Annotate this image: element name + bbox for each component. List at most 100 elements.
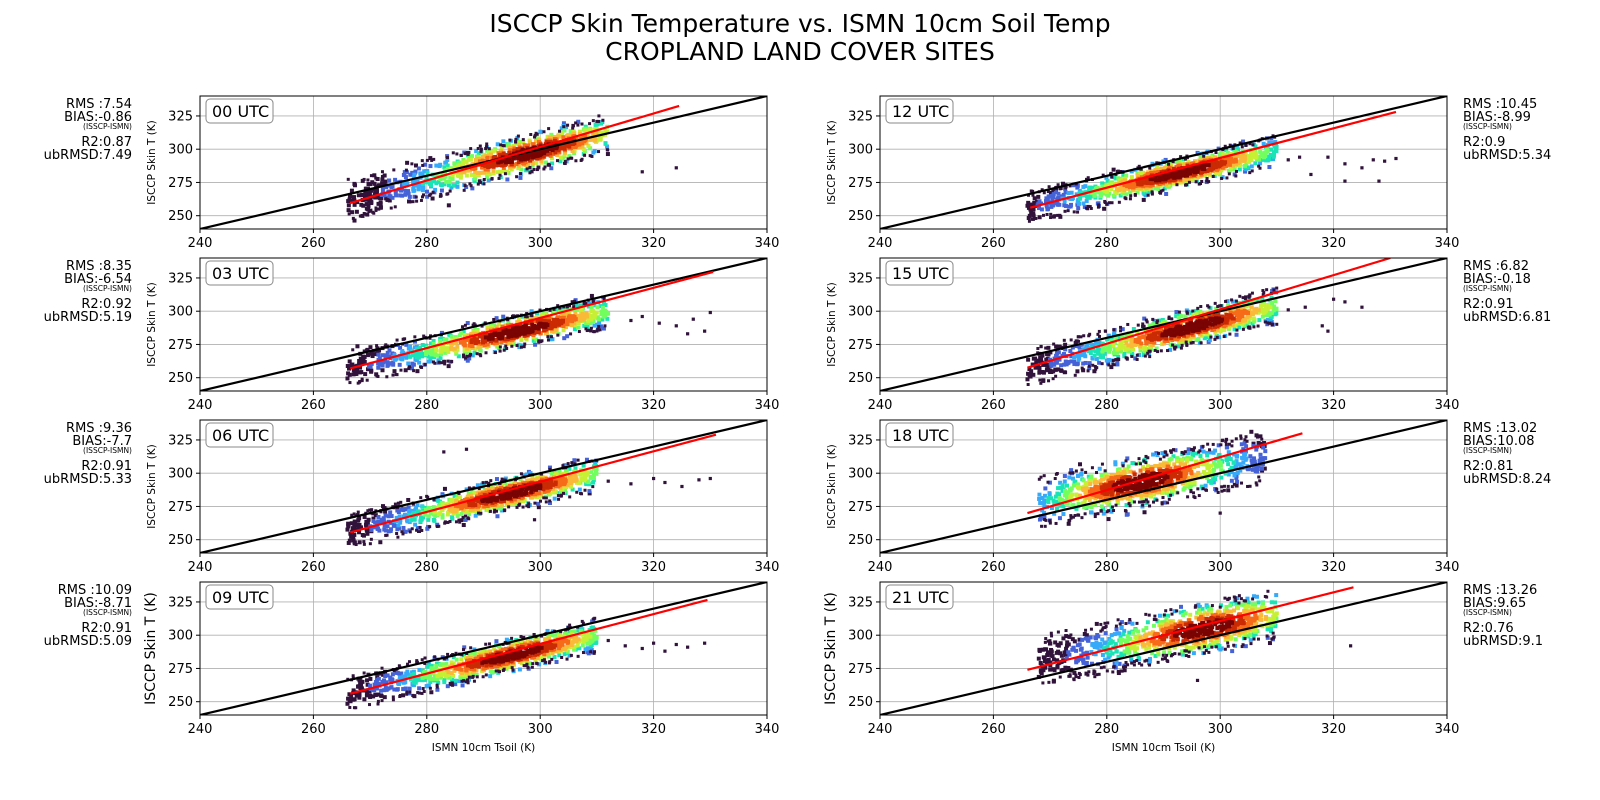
density-point xyxy=(569,653,573,657)
density-point xyxy=(346,540,351,545)
density-point xyxy=(445,684,450,689)
density-point xyxy=(459,331,464,336)
density-point xyxy=(369,528,374,533)
density-point xyxy=(372,173,377,178)
plot-area xyxy=(880,96,1447,229)
density-point xyxy=(458,669,463,674)
density-point xyxy=(572,131,577,136)
density-point xyxy=(562,652,567,657)
density-point xyxy=(509,483,514,488)
density-point xyxy=(1037,199,1042,204)
density-point xyxy=(1050,197,1055,202)
density-point xyxy=(461,516,465,520)
x-tick-label: 320 xyxy=(641,722,666,737)
density-point xyxy=(360,532,365,537)
density-point xyxy=(541,154,546,159)
density-point xyxy=(508,165,513,170)
density-point xyxy=(547,644,552,649)
density-point xyxy=(1036,194,1041,199)
density-point xyxy=(549,479,554,484)
density-point xyxy=(360,213,365,218)
density-point xyxy=(463,517,468,522)
density-point xyxy=(493,351,497,355)
density-point xyxy=(390,184,395,189)
density-point xyxy=(390,195,395,200)
density-point xyxy=(451,498,456,503)
density-point xyxy=(486,153,491,158)
density-point xyxy=(373,692,378,697)
density-point xyxy=(1189,174,1194,179)
density-point xyxy=(357,690,362,695)
density-point xyxy=(1051,201,1056,206)
density-point xyxy=(547,316,552,321)
density-point xyxy=(589,470,594,475)
density-point xyxy=(421,181,426,186)
figure-title: ISCCP Skin Temperature vs. ISMN 10cm Soi… xyxy=(0,10,1600,66)
density-point xyxy=(355,344,360,349)
density-point xyxy=(480,164,485,169)
density-point xyxy=(369,174,373,178)
density-point xyxy=(387,348,392,353)
density-point xyxy=(1217,152,1222,157)
density-point xyxy=(496,322,501,327)
density-point xyxy=(528,495,533,500)
density-point xyxy=(598,324,603,329)
density-point xyxy=(376,521,381,526)
density-point xyxy=(432,673,437,678)
density-point xyxy=(436,680,441,685)
density-point xyxy=(378,200,383,205)
fit-line xyxy=(349,270,714,370)
density-point xyxy=(356,193,361,198)
density-point xyxy=(507,653,512,658)
density-point xyxy=(423,656,427,660)
density-point xyxy=(449,334,454,339)
density-point xyxy=(584,302,588,306)
density-point xyxy=(516,134,520,138)
x-tick-label: 320 xyxy=(641,398,666,413)
density-point xyxy=(1237,159,1242,164)
density-point xyxy=(485,142,489,146)
density-point xyxy=(1249,164,1254,169)
density-point xyxy=(355,523,360,528)
density-point xyxy=(584,327,588,331)
density-point xyxy=(398,520,403,525)
density-point xyxy=(422,690,426,694)
density-point xyxy=(439,675,444,680)
density-point xyxy=(578,624,583,629)
density-point xyxy=(516,329,521,334)
density-point xyxy=(578,629,583,634)
density-point xyxy=(561,121,566,126)
density-point xyxy=(366,367,371,372)
density-point xyxy=(449,660,454,665)
density-point xyxy=(566,462,570,466)
density-point xyxy=(365,189,370,194)
outlier-point xyxy=(629,482,633,486)
density-point xyxy=(546,335,550,339)
density-point xyxy=(440,662,445,667)
density-point xyxy=(1053,190,1058,195)
density-point xyxy=(541,487,546,492)
density-point xyxy=(583,153,587,157)
density-point xyxy=(446,203,451,208)
density-point xyxy=(559,637,564,642)
density-point xyxy=(558,306,562,310)
density-point xyxy=(410,162,414,166)
density-point xyxy=(503,172,507,176)
density-point xyxy=(559,494,563,498)
density-point xyxy=(352,541,356,545)
density-point xyxy=(451,151,455,155)
outlier-point xyxy=(674,642,678,647)
density-point xyxy=(397,362,402,367)
density-point xyxy=(498,345,502,349)
density-point xyxy=(451,183,456,188)
density-point xyxy=(566,477,571,482)
density-point xyxy=(471,652,476,657)
density-point xyxy=(460,518,464,522)
density-point xyxy=(1081,201,1086,206)
outlier-point xyxy=(442,450,446,454)
density-point xyxy=(420,188,425,193)
density-point xyxy=(455,513,460,518)
density-point xyxy=(354,371,359,376)
density-point xyxy=(1251,152,1256,157)
density-point xyxy=(563,469,568,474)
